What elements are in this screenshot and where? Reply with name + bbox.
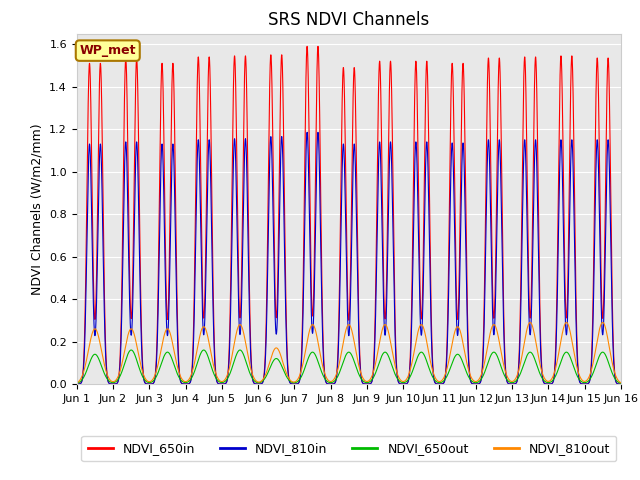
NDVI_650out bbox=[189, 372, 197, 378]
NDVI_810in bbox=[189, 349, 197, 355]
NDVI_650out bbox=[127, 347, 135, 353]
NDVI_650in bbox=[189, 339, 197, 345]
NDVI_810out bbox=[73, 380, 81, 386]
NDVI_810in bbox=[303, 130, 311, 135]
NDVI_810out bbox=[501, 367, 509, 373]
NDVI_810out bbox=[617, 380, 625, 385]
Title: SRS NDVI Channels: SRS NDVI Channels bbox=[268, 11, 429, 29]
NDVI_810out bbox=[424, 345, 431, 350]
NDVI_650out bbox=[615, 380, 623, 385]
NDVI_810in bbox=[615, 381, 623, 387]
NDVI_650in bbox=[501, 357, 509, 362]
NDVI_810in bbox=[276, 163, 284, 169]
NDVI_650in bbox=[424, 85, 431, 91]
NDVI_810in bbox=[184, 381, 191, 387]
NDVI_650in bbox=[184, 381, 191, 387]
Legend: NDVI_650in, NDVI_810in, NDVI_650out, NDVI_810out: NDVI_650in, NDVI_810in, NDVI_650out, NDV… bbox=[81, 436, 616, 461]
Line: NDVI_810in: NDVI_810in bbox=[77, 132, 621, 384]
NDVI_810in bbox=[73, 381, 81, 387]
NDVI_650out bbox=[276, 360, 284, 366]
NDVI_810out bbox=[599, 320, 607, 325]
Text: WP_met: WP_met bbox=[79, 44, 136, 57]
NDVI_650out bbox=[617, 381, 625, 386]
Y-axis label: NDVI Channels (W/m2/mm): NDVI Channels (W/m2/mm) bbox=[31, 123, 44, 295]
Line: NDVI_810out: NDVI_810out bbox=[77, 323, 621, 383]
NDVI_650in bbox=[615, 381, 623, 387]
NDVI_810out bbox=[276, 352, 284, 358]
NDVI_650in bbox=[73, 381, 81, 387]
NDVI_650out bbox=[184, 379, 191, 385]
NDVI_810out bbox=[189, 366, 197, 372]
Line: NDVI_650in: NDVI_650in bbox=[77, 47, 621, 384]
Line: NDVI_650out: NDVI_650out bbox=[77, 350, 621, 384]
NDVI_810out bbox=[184, 378, 191, 384]
NDVI_650in bbox=[617, 381, 625, 387]
NDVI_650out bbox=[424, 362, 431, 368]
NDVI_650out bbox=[501, 374, 509, 380]
NDVI_650in bbox=[276, 91, 284, 96]
NDVI_810out bbox=[615, 378, 623, 384]
NDVI_810in bbox=[424, 159, 431, 165]
NDVI_650out bbox=[73, 381, 81, 386]
NDVI_650in bbox=[303, 44, 311, 49]
NDVI_810in bbox=[617, 381, 625, 387]
NDVI_810in bbox=[501, 363, 509, 369]
